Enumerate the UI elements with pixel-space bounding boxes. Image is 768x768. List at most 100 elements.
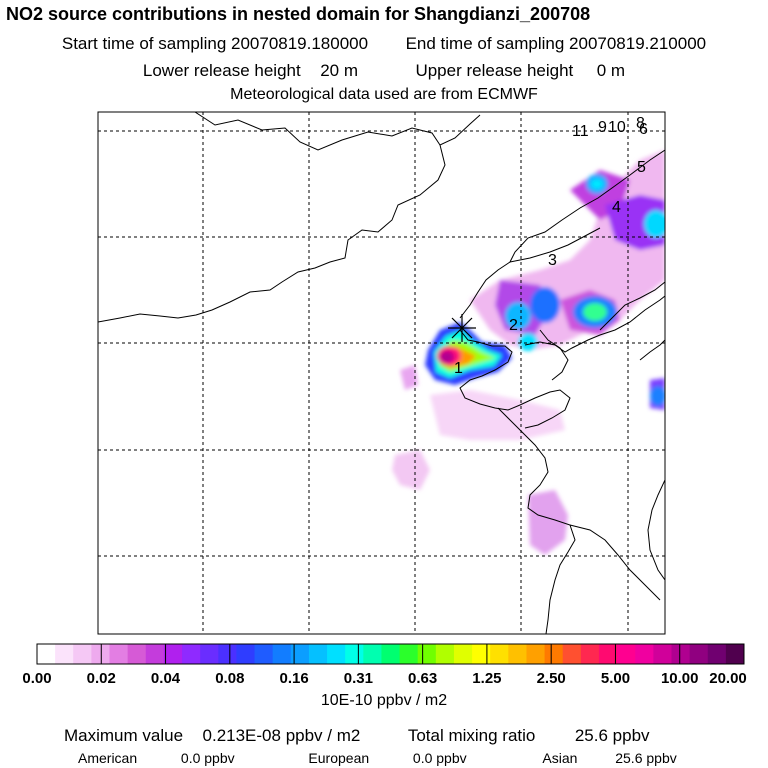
- source-number-4: 4: [612, 199, 621, 216]
- colorbar-frame: [36, 643, 745, 665]
- end-time: End time of sampling 20070819.210000: [405, 34, 707, 53]
- source-number-1: 1: [454, 360, 463, 377]
- lower-release-label: Lower release height: [142, 61, 301, 80]
- colorbar-tick-label: 20.00: [709, 670, 747, 687]
- colorbar-cell: [272, 644, 292, 664]
- source-number-3: 3: [548, 252, 557, 269]
- colorbar-cell: [345, 644, 364, 664]
- colorbar-cell: [145, 644, 165, 664]
- coastlines: [98, 112, 665, 634]
- source-number-10: 10: [608, 119, 626, 136]
- plume-light-area: [392, 450, 430, 490]
- max-value: 0.213E-08 ppbv / m2: [202, 726, 361, 745]
- colorbar-tick-label: 0.31: [343, 670, 373, 687]
- plume-mid-area: [605, 195, 665, 250]
- colorbar-cell: [508, 644, 527, 664]
- colorbar-cell: [91, 644, 111, 664]
- source-number-5: 5: [637, 159, 646, 176]
- colorbar-cells: [37, 644, 745, 664]
- plume-light-area: [430, 390, 565, 440]
- release-heights: Lower release height 20 m Upper release …: [0, 61, 768, 81]
- colorbar-cell: [327, 644, 346, 664]
- european-value: 0.0 ppbv: [412, 750, 467, 766]
- plume-light-area: [528, 490, 568, 555]
- colorbar-cell: [290, 644, 310, 664]
- colorbar-cell: [308, 644, 328, 664]
- asian-label: Asian: [542, 750, 578, 766]
- plume-hot-spot: [530, 287, 560, 323]
- plume-hot-spot: [583, 303, 607, 321]
- colorbar-cell: [526, 644, 546, 664]
- upper-release-label: Upper release height: [415, 61, 574, 80]
- colorbar-cell: [689, 644, 709, 664]
- plume-light-area: [400, 365, 418, 390]
- map-frame: [97, 111, 666, 635]
- colorbar-cell: [254, 644, 274, 664]
- american-value: 0.0 ppbv: [180, 750, 235, 766]
- colorbar-cell: [73, 644, 92, 664]
- colorbar-tick-label: 0.08: [215, 670, 245, 687]
- colorbar-cell: [671, 644, 691, 664]
- plume-hot-spot: [518, 333, 538, 351]
- source-number-6: 6: [639, 121, 648, 138]
- colorbar-tick-label: 1.25: [472, 670, 502, 687]
- max-value-label: Maximum value: [64, 726, 184, 745]
- source-numbers: 1 2 3 4 5 6 8 9 10 11: [454, 115, 648, 377]
- colorbar-cell: [562, 644, 582, 664]
- colorbar-tick-label: 2.50: [536, 670, 566, 687]
- european-label: European: [308, 750, 370, 766]
- colorbar-cell: [472, 644, 491, 664]
- colorbar-cell: [127, 644, 147, 664]
- colorbar-tick-label: 10.00: [660, 670, 699, 687]
- american-label: American: [78, 750, 138, 766]
- colorbar-cell: [381, 644, 401, 664]
- colorbar-tick-label: 0.63: [408, 670, 438, 687]
- colorbar-cell: [490, 644, 509, 664]
- source-number-2: 2: [509, 317, 518, 334]
- source-number-8: 8: [636, 115, 645, 132]
- sampling-times: Start time of sampling 20070819.180000 E…: [0, 34, 768, 54]
- colorbar-cell: [707, 644, 727, 664]
- colorbar-cell: [617, 644, 636, 664]
- colorbar-cell: [37, 644, 56, 664]
- colorbar-cell: [544, 644, 564, 664]
- start-time: Start time of sampling 20070819.180000: [61, 34, 369, 53]
- star-marker-icon: [448, 314, 476, 342]
- colorbar-units: 10E-10 ppbv / m2: [320, 692, 448, 709]
- plume-hot-spot: [591, 179, 603, 189]
- colorbar-tick-label: 0.00: [22, 670, 52, 687]
- graticule: [98, 112, 665, 634]
- colorbar-tick-label: 0.16: [279, 670, 309, 687]
- summary-stats: Maximum value 0.213E-08 ppbv / m2 Total …: [64, 726, 650, 746]
- colorbar-cell: [399, 644, 419, 664]
- source-number-9: 9: [598, 119, 607, 136]
- plume-hot-spot: [650, 386, 665, 406]
- colorbar-cell: [725, 644, 745, 664]
- plume-peak: [440, 351, 454, 363]
- colorbar-cell: [417, 644, 437, 664]
- colorbar-cell: [635, 644, 654, 664]
- total-mixing-label: Total mixing ratio: [407, 726, 536, 745]
- met-data-note: Meteorological data used are from ECMWF: [230, 86, 538, 103]
- colorbar-cell: [163, 644, 183, 664]
- upper-release-value: 0 m: [596, 61, 626, 80]
- plot-title: NO2 source contributions in nested domai…: [6, 4, 591, 24]
- plume-field: [392, 150, 665, 555]
- colorbar-tick-label: 0.02: [86, 670, 116, 687]
- colorbar-cell: [109, 644, 129, 664]
- colorbar-tick-label: 0.04: [150, 670, 181, 687]
- colorbar-cell: [435, 644, 455, 664]
- plume-hot-spot: [505, 302, 531, 330]
- total-mixing-value: 25.6 ppbv: [574, 726, 650, 745]
- colorbar-cell: [453, 644, 473, 664]
- asian-value: 25.6 ppbv: [615, 750, 677, 766]
- colorbar-cell: [363, 644, 382, 664]
- colorbar-cell: [653, 644, 672, 664]
- plume-hot-spot: [644, 210, 665, 238]
- colorbar-cell: [598, 644, 618, 664]
- colorbar-tick-label: 5.00: [600, 670, 631, 687]
- source-number-11: 11: [572, 123, 589, 140]
- colorbar-cell: [200, 644, 219, 664]
